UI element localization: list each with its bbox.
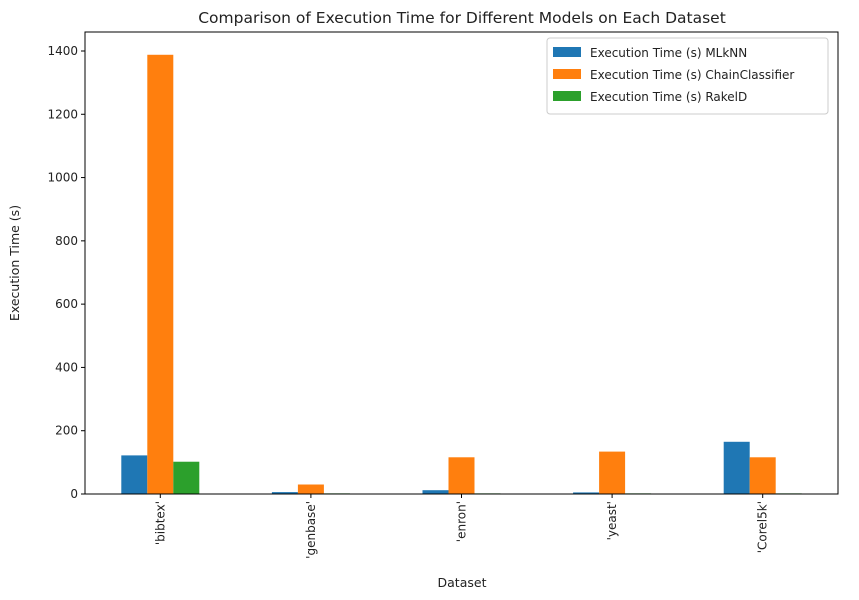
bar [723,441,750,494]
y-tick-label: 800 [55,234,78,248]
x-tick-label: 'enron' [455,501,469,542]
y-tick-label: 1200 [47,107,78,121]
y-axis: 0 200 400 600 800 1000 1200 1400 [47,44,85,501]
bar [147,54,174,494]
bar [749,457,776,494]
bar [271,492,298,494]
bar [573,492,600,494]
legend: Execution Time (s) MLkNN Execution Time (… [546,37,829,115]
x-axis-label: Dataset [438,575,487,590]
x-tick-label: 'Corel5k' [756,501,770,553]
bar [173,461,200,494]
y-tick-label: 1400 [47,44,78,58]
legend-label: Execution Time (s) RakelD [590,90,747,104]
bar [121,455,148,494]
y-tick-label: 200 [55,424,78,438]
legend-swatch [553,91,581,101]
y-tick-label: 1000 [47,171,78,185]
y-axis-label: Execution Time (s) [7,205,22,321]
bar [448,457,475,494]
y-tick-label: 0 [70,487,78,501]
x-tick-label: 'yeast' [605,501,619,540]
legend-label: Execution Time (s) MLkNN [590,46,747,60]
legend-label: Execution Time (s) ChainClassifier [590,68,794,82]
x-tick-label: 'bibtex' [153,501,167,545]
bar [422,490,449,494]
x-tick-label: 'genbase' [304,501,318,559]
x-axis: 'bibtex' 'genbase' 'enron' 'yeast' 'Corel5k' [153,494,770,559]
bar [599,451,626,494]
bars-group [121,54,802,494]
legend-box [546,37,829,115]
legend-swatch [553,47,581,57]
legend-swatch [553,69,581,79]
bar [297,484,324,494]
y-tick-label: 400 [55,360,78,374]
chart-title: Comparison of Execution Time for Differe… [198,9,726,27]
y-tick-label: 600 [55,297,78,311]
